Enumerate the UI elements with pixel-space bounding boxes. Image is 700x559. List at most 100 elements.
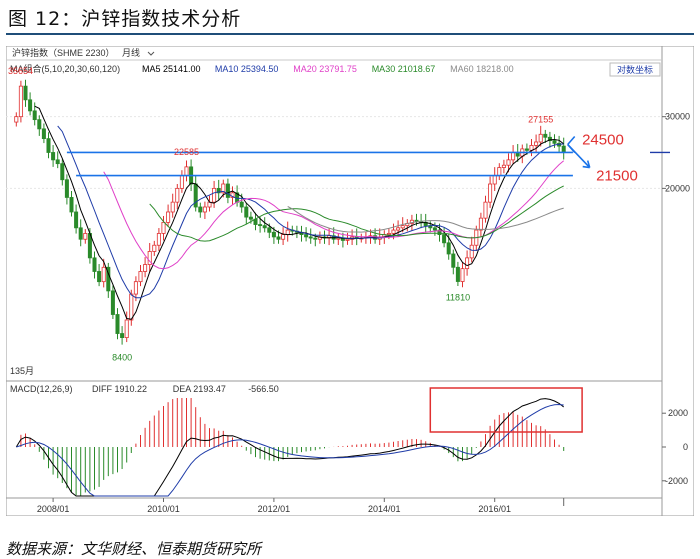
candle	[184, 166, 189, 176]
candle	[446, 242, 451, 255]
candle	[216, 187, 221, 194]
candle	[262, 225, 267, 229]
time-tick-label: 2016/01	[478, 504, 511, 514]
macd-legend-diff: DIFF 1910.22	[92, 384, 147, 394]
price-tick-label: 30000	[665, 112, 690, 122]
candle	[64, 179, 69, 198]
chevron-down-icon[interactable]	[147, 51, 155, 56]
candle	[267, 227, 272, 233]
candle	[276, 236, 281, 240]
candle	[497, 167, 502, 176]
ma-legend-ma60: MA60 18218.00	[450, 64, 514, 74]
macd-legend-macd: -566.50	[248, 384, 279, 394]
macd-dea-line	[16, 403, 564, 497]
candle	[391, 229, 396, 234]
candle	[492, 175, 497, 185]
candle	[161, 221, 166, 234]
candle	[101, 266, 106, 283]
candle	[465, 257, 470, 270]
annotation-22585: 22585	[174, 147, 199, 157]
candle	[106, 266, 111, 292]
price-annotations: 35654 22585 8400 11810 27155	[8, 66, 553, 363]
candle	[451, 253, 456, 268]
ma-legend-ma5: MA5 25141.00	[142, 64, 201, 74]
candle	[32, 110, 37, 121]
candle	[313, 237, 318, 240]
macd-tick-label: 2000	[668, 408, 688, 418]
candle	[166, 211, 171, 223]
ma-indicator-label: MA组合(5,10,20,30,60,120)	[10, 63, 120, 74]
candle	[534, 141, 539, 146]
time-tick-label: 2014/01	[368, 504, 401, 514]
macd-series	[15, 387, 583, 497]
ma-legend-ma20: MA20 23791.75	[293, 64, 357, 74]
candle	[543, 133, 548, 138]
zinc-technical-chart: 沪锌指数（SHME 2230） 月线 MA组合(5,10,20,30,60,12…	[5, 45, 695, 517]
macd-legend: DIFF 1910.22 DEA 2193.47 -566.50	[92, 384, 279, 394]
candle	[538, 133, 543, 143]
instrument-label: 沪锌指数（SHME 2230）	[12, 47, 115, 58]
macd-axis: 2000 0 -2000	[662, 408, 688, 486]
candle	[478, 217, 483, 231]
candle	[437, 229, 442, 235]
log-scale-button[interactable]	[609, 62, 661, 77]
ma-legend-ma10: MA10 25394.50	[215, 64, 279, 74]
level-label-21500: 21500	[596, 168, 638, 185]
candle	[97, 271, 102, 283]
projection-arrowhead	[582, 160, 591, 169]
candle	[143, 264, 148, 272]
candle	[115, 314, 120, 334]
candle	[120, 333, 125, 339]
candle	[175, 187, 180, 203]
candle	[552, 140, 557, 144]
candle	[483, 201, 488, 219]
candle	[92, 257, 97, 272]
candle	[198, 206, 203, 213]
log-scale-label[interactable]: 对数坐标	[617, 64, 653, 75]
candle	[110, 290, 115, 315]
candle	[469, 244, 474, 259]
candle	[60, 163, 65, 181]
candle	[225, 183, 230, 198]
support-resistance-levels: 24500 21500	[66, 131, 638, 185]
time-tick-label: 2012/01	[258, 504, 291, 514]
candle	[124, 319, 129, 339]
candle	[244, 206, 249, 218]
candle	[156, 233, 161, 246]
chart-frame	[5, 45, 695, 517]
candle	[69, 197, 74, 213]
ma-line-ma60	[287, 206, 564, 233]
annotation-27155: 27155	[528, 114, 553, 124]
macd-highlight-box	[429, 387, 583, 433]
level-label-24500: 24500	[582, 131, 624, 148]
candle	[432, 227, 437, 231]
candle	[51, 152, 56, 161]
macd-tick-label: -2000	[665, 476, 688, 486]
candle	[46, 138, 51, 153]
time-axis: 2008/01 2010/01 2012/01 2014/01 2016/01	[37, 498, 565, 514]
price-tick-label: 20000	[665, 183, 690, 193]
title-divider	[6, 33, 694, 35]
period-selector[interactable]: 月线	[122, 47, 140, 58]
double-arrow-icon	[567, 135, 576, 154]
candle	[221, 183, 226, 194]
candle	[78, 227, 83, 240]
candle	[271, 231, 276, 238]
ma-line-ma5	[34, 105, 565, 320]
candle	[506, 159, 511, 166]
candle	[281, 234, 286, 240]
candle	[133, 281, 138, 295]
candle	[396, 227, 401, 231]
candle	[414, 219, 419, 222]
candle	[138, 271, 143, 283]
candle	[285, 229, 290, 235]
candle	[345, 238, 350, 241]
candle	[386, 233, 391, 235]
candle	[179, 175, 184, 189]
price-grid	[6, 116, 662, 189]
candle	[129, 293, 134, 321]
ma-legend: MA5 25141.00 MA10 25394.50 MA20 23791.75 MA…	[142, 64, 514, 74]
candle	[83, 233, 88, 240]
candle	[561, 145, 566, 153]
macd-indicator-label: MACD(12,26,9)	[10, 384, 73, 394]
